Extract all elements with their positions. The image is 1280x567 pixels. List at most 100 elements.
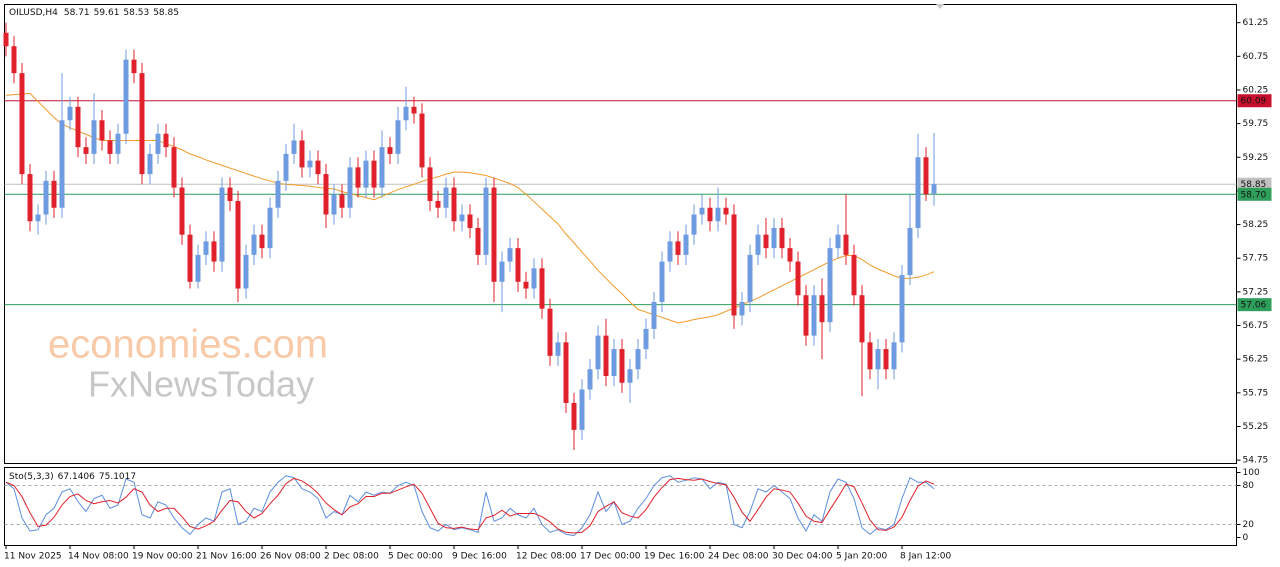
x-tick-label: 5 Dec 00:00 bbox=[388, 552, 443, 562]
low-value: 58.53 bbox=[123, 8, 149, 18]
candle-body bbox=[531, 268, 537, 289]
y-tick-label: 56.75 bbox=[1243, 321, 1269, 331]
x-tick-label: 19 Nov 00:00 bbox=[132, 552, 193, 562]
candle-body bbox=[35, 214, 41, 222]
candle-body bbox=[451, 187, 457, 222]
moving-average bbox=[5, 92, 935, 324]
candle-body bbox=[283, 153, 289, 181]
candle-body bbox=[715, 207, 721, 222]
candle-body bbox=[235, 201, 241, 289]
candle-body bbox=[627, 369, 633, 383]
candle-body bbox=[659, 261, 665, 302]
y-tick-label: 57.75 bbox=[1243, 254, 1269, 264]
candle-body bbox=[363, 160, 369, 188]
candle-body bbox=[339, 194, 345, 208]
candle-body bbox=[419, 113, 425, 168]
candle-body bbox=[387, 147, 393, 154]
candle-body bbox=[259, 234, 265, 249]
close-value: 58.85 bbox=[153, 8, 179, 18]
y-tick-label: 59.75 bbox=[1243, 119, 1269, 129]
candle-body bbox=[755, 234, 761, 255]
price-panel-frame bbox=[4, 4, 1237, 464]
x-tick-label: 30 Dec 04:00 bbox=[772, 552, 833, 562]
oscillator-line bbox=[5, 475, 935, 537]
candle-body bbox=[811, 295, 817, 336]
y-tick-label: 61.25 bbox=[1243, 18, 1269, 28]
candle-body bbox=[747, 254, 753, 302]
candle-body bbox=[483, 187, 489, 255]
candle-body bbox=[75, 106, 81, 148]
candle-body bbox=[611, 349, 617, 377]
price-header: OILUSD,H4 58.71 59.61 58.53 58.85 bbox=[9, 8, 179, 18]
candle-body bbox=[155, 133, 161, 154]
candle-body bbox=[931, 184, 937, 194]
y-tick-label: 60.75 bbox=[1243, 52, 1269, 62]
candle-body bbox=[635, 349, 641, 370]
candle-body bbox=[3, 32, 9, 47]
candle-body bbox=[227, 187, 233, 202]
y-tick-label: 57.25 bbox=[1243, 287, 1269, 297]
x-tick-label: 5 Jan 20:00 bbox=[836, 552, 888, 562]
shift-marker bbox=[936, 4, 944, 9]
candle-body bbox=[827, 248, 833, 323]
candle-body bbox=[899, 275, 905, 343]
candle-body bbox=[59, 120, 65, 208]
candle-body bbox=[323, 174, 329, 215]
candle-body bbox=[27, 174, 33, 222]
candle-body bbox=[19, 73, 25, 175]
y-tick-label: 55.75 bbox=[1243, 388, 1269, 398]
candle-body bbox=[835, 234, 841, 249]
x-tick-label: 8 Jan 12:00 bbox=[900, 552, 952, 562]
candle-body bbox=[99, 120, 105, 141]
oscillator-panel-frame bbox=[4, 467, 1237, 546]
candle-body bbox=[691, 214, 697, 235]
candle-body bbox=[243, 254, 249, 289]
candle-body bbox=[867, 342, 873, 370]
y-tick-label: 56.25 bbox=[1243, 355, 1269, 365]
candle-body bbox=[291, 140, 297, 154]
candle-body bbox=[707, 207, 713, 222]
candle-body bbox=[251, 234, 257, 255]
y-tick-label: 55.25 bbox=[1243, 422, 1269, 432]
candle-body bbox=[147, 153, 153, 175]
y-tick-label: 80 bbox=[1243, 481, 1255, 491]
candle-body bbox=[667, 241, 673, 262]
y-tick-label: 59.25 bbox=[1243, 153, 1269, 163]
level-label: 57.06 bbox=[1241, 301, 1267, 311]
candle-body bbox=[803, 295, 809, 336]
candle-body bbox=[851, 254, 857, 296]
x-tick-label: 14 Nov 08:00 bbox=[68, 552, 129, 562]
candle-body bbox=[619, 349, 625, 383]
candle-body bbox=[219, 187, 225, 262]
y-tick-label: 20 bbox=[1243, 520, 1255, 530]
candle-body bbox=[739, 301, 745, 316]
y-tick-label: 100 bbox=[1243, 468, 1260, 478]
level-label: 58.70 bbox=[1241, 190, 1267, 200]
candle-body bbox=[875, 349, 881, 370]
candle-body bbox=[299, 140, 305, 168]
watermark-brand: FxNewsToday bbox=[88, 364, 314, 405]
candle-body bbox=[907, 227, 913, 276]
candle-body bbox=[699, 207, 705, 215]
candle-body bbox=[115, 133, 121, 154]
candle-body bbox=[91, 120, 97, 154]
candle-body bbox=[467, 214, 473, 228]
candle-body bbox=[683, 234, 689, 255]
candle-body bbox=[723, 207, 729, 215]
candle-body bbox=[195, 254, 201, 282]
candle-body bbox=[123, 59, 129, 134]
candle-body bbox=[499, 261, 505, 282]
candle-body bbox=[403, 106, 409, 121]
candle-body bbox=[651, 301, 657, 329]
x-tick-label: 21 Nov 16:00 bbox=[196, 552, 257, 562]
candle-body bbox=[579, 389, 585, 430]
candle-body bbox=[267, 207, 273, 249]
candle-body bbox=[523, 281, 529, 289]
candle-body bbox=[427, 167, 433, 202]
candle-body bbox=[923, 157, 929, 195]
candle-body bbox=[547, 308, 553, 356]
oscillator-header: Sto(5,3,3) 67.1406 75.1017 bbox=[9, 472, 136, 482]
candle-body bbox=[371, 160, 377, 188]
level-label-box bbox=[1237, 298, 1272, 312]
